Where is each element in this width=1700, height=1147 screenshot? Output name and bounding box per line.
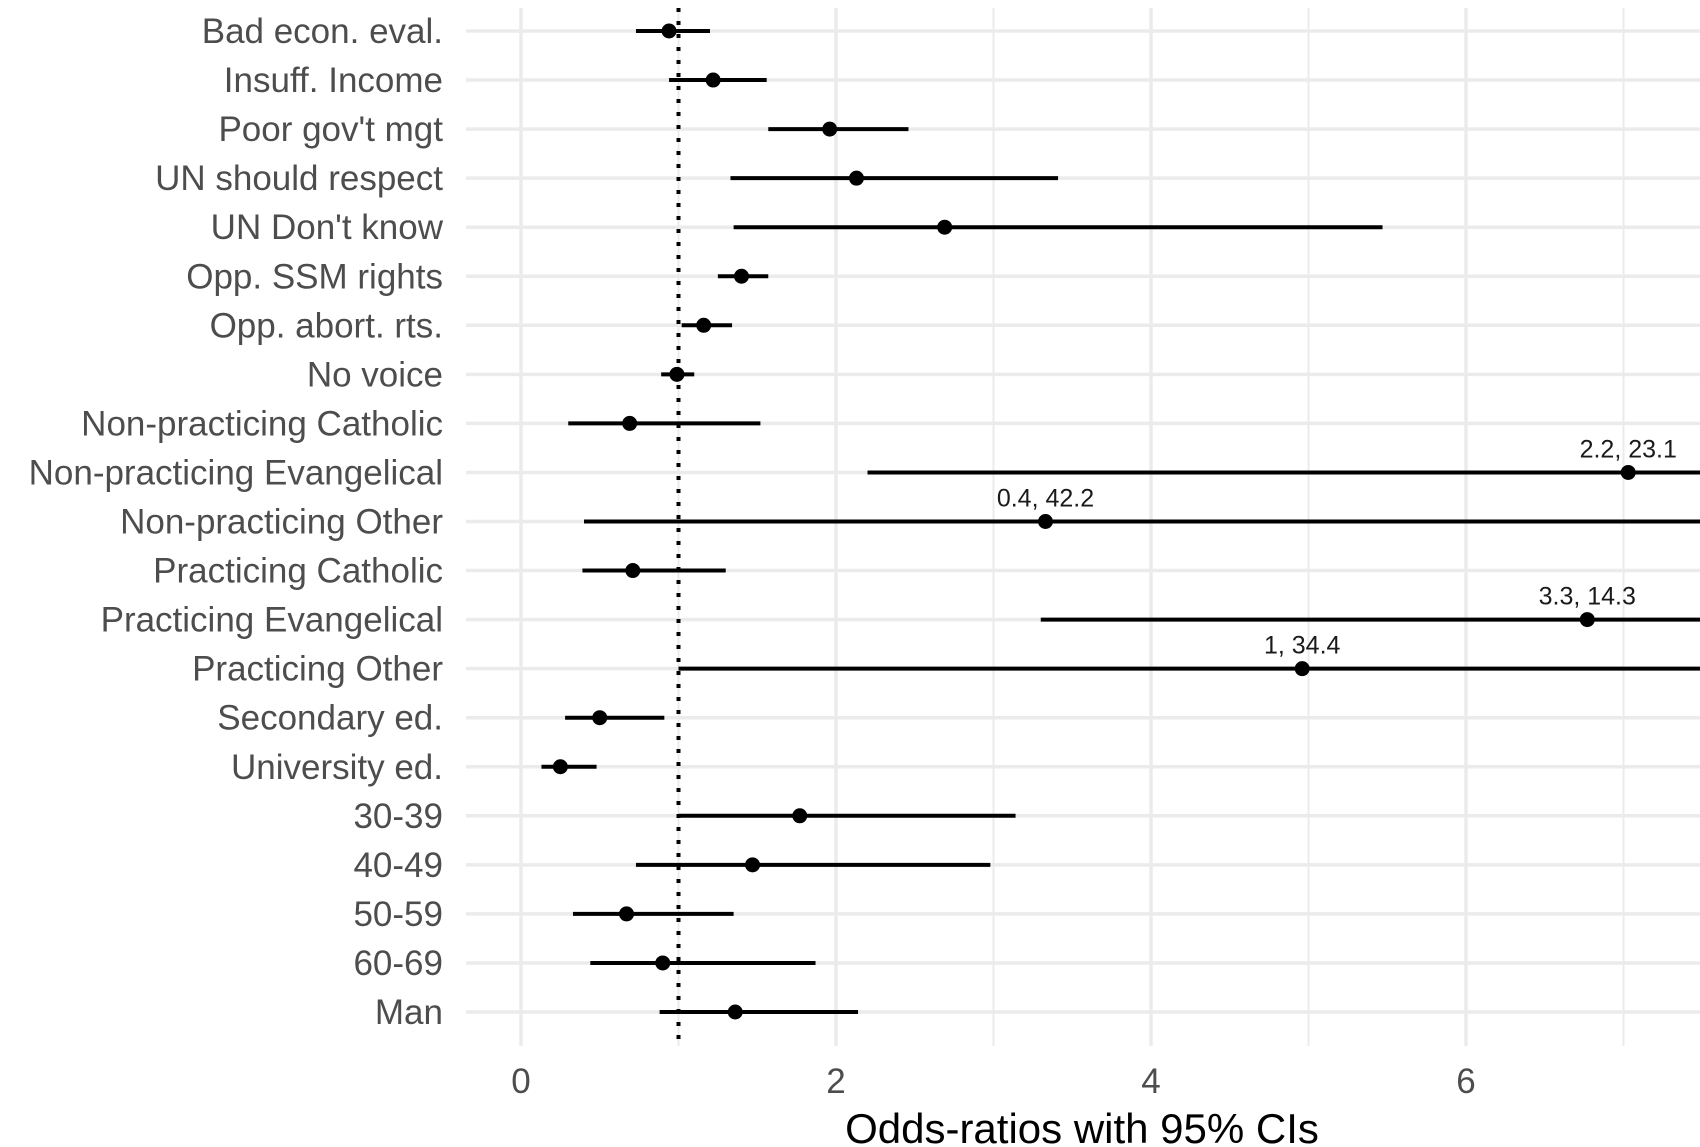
- y-tick-label: 60-69: [353, 944, 443, 983]
- y-tick-label: Poor gov't mgt: [218, 110, 443, 149]
- y-tick-label: Non-practicing Evangelical: [29, 453, 443, 492]
- x-tick-label: 4: [1141, 1062, 1160, 1101]
- y-tick-label: Opp. SSM rights: [186, 257, 443, 296]
- y-tick-label: UN should respect: [155, 159, 443, 198]
- y-tick-label: Practicing Catholic: [153, 552, 443, 591]
- estimate-point: [1620, 464, 1636, 480]
- y-tick-label: Insuff. Income: [224, 61, 443, 100]
- estimate-point: [792, 808, 808, 824]
- y-tick-label: Opp. abort. rts.: [210, 306, 443, 345]
- estimate-point: [1037, 514, 1053, 529]
- y-tick-label: 40-49: [353, 846, 443, 885]
- estimate-point: [822, 121, 838, 137]
- ci-annotation: 0.4, 42.2: [997, 485, 1094, 513]
- estimate-point: [1294, 661, 1310, 677]
- y-tick-label: 50-59: [353, 895, 443, 934]
- ci-annotation: 2.2, 23.1: [1580, 435, 1677, 463]
- estimate-point: [669, 366, 685, 382]
- y-tick-label: University ed.: [231, 748, 443, 787]
- ci-annotation: 1, 34.4: [1264, 632, 1341, 660]
- y-tick-label: Non-practicing Other: [120, 503, 443, 542]
- estimate-point: [734, 268, 749, 284]
- estimate-point: [705, 72, 721, 88]
- x-axis-title: Odds-ratios with 95% CIs: [845, 1105, 1319, 1147]
- y-tick-label: Bad econ. eval.: [202, 12, 443, 51]
- estimate-point: [552, 759, 568, 775]
- estimate-point: [727, 1004, 743, 1020]
- y-tick-label: Practicing Other: [192, 650, 443, 689]
- y-tick-label: Man: [375, 993, 443, 1032]
- ci-annotations: 2.2, 23.1 0.4, 42.2 3.3, 14.3 1, 34.4: [997, 435, 1677, 659]
- estimate-point: [937, 219, 953, 235]
- y-tick-label: 30-39: [353, 797, 443, 836]
- estimate-point: [661, 23, 677, 39]
- estimate-point: [619, 906, 635, 922]
- ci-marks: [541, 23, 1700, 1020]
- estimate-point: [655, 955, 671, 971]
- estimate-point: [848, 170, 864, 186]
- estimate-point: [745, 857, 761, 873]
- y-tick-label: Non-practicing Catholic: [81, 404, 443, 443]
- estimate-point: [1579, 612, 1595, 628]
- grid-lines: [466, 8, 1700, 1046]
- x-tick-label: 0: [511, 1062, 530, 1101]
- estimate-point: [592, 710, 608, 726]
- y-tick-label: Secondary ed.: [217, 699, 443, 738]
- y-tick-label: Practicing Evangelical: [101, 601, 443, 640]
- estimate-point: [625, 563, 641, 579]
- x-tick-label: 2: [826, 1062, 845, 1101]
- ci-annotation: 3.3, 14.3: [1539, 583, 1636, 611]
- estimate-point: [622, 415, 638, 431]
- estimate-point: [696, 317, 712, 333]
- y-tick-label: No voice: [307, 355, 443, 394]
- x-tick-label: 6: [1456, 1062, 1475, 1101]
- x-axis-ticks: 0 2 4 6: [511, 1062, 1475, 1101]
- y-axis-labels: Bad econ. eval. Insuff. Income Poor gov't …: [29, 12, 444, 1032]
- y-tick-label: UN Don't know: [211, 208, 444, 247]
